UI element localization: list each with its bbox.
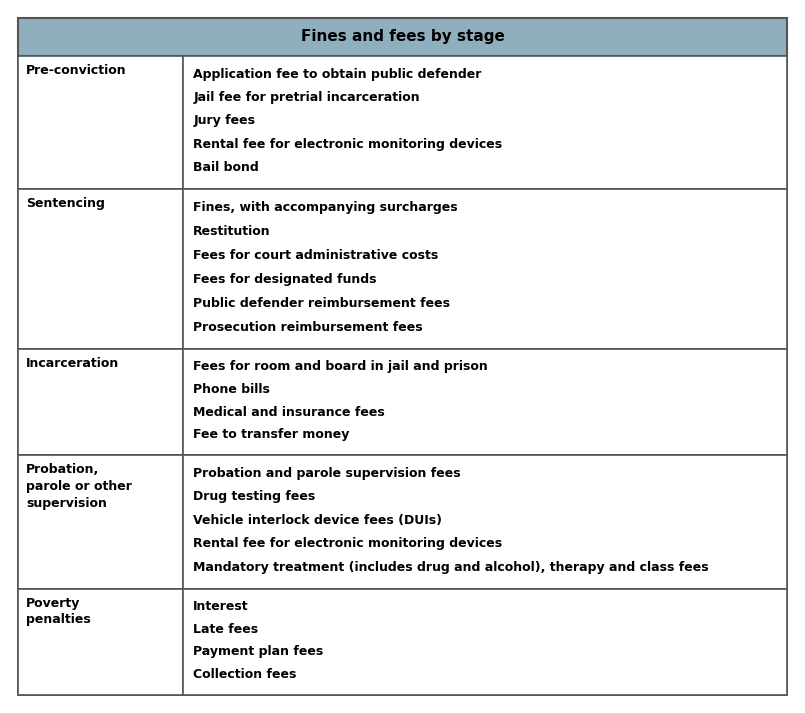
Text: Collection fees: Collection fees	[193, 668, 297, 681]
Bar	[184, 588, 787, 695]
Bar	[18, 588, 184, 695]
Text: Mandatory treatment (includes drug and alcohol), therapy and class fees: Mandatory treatment (includes drug and a…	[193, 560, 709, 573]
Bar	[18, 56, 787, 189]
Text: Application fee to obtain public defender: Application fee to obtain public defende…	[193, 68, 481, 81]
Text: Restitution: Restitution	[193, 225, 271, 237]
Text: Bail bond: Bail bond	[193, 161, 259, 174]
Bar	[18, 189, 184, 349]
Text: Vehicle interlock device fees (DUIs): Vehicle interlock device fees (DUIs)	[193, 514, 442, 527]
Bar	[18, 349, 184, 456]
Text: Fines, with accompanying surcharges: Fines, with accompanying surcharges	[193, 201, 458, 214]
Text: Rental fee for electronic monitoring devices: Rental fee for electronic monitoring dev…	[193, 537, 502, 550]
Text: Drug testing fees: Drug testing fees	[193, 491, 316, 503]
Bar	[18, 588, 787, 695]
Bar	[18, 349, 787, 456]
Text: Fines and fees by stage: Fines and fees by stage	[300, 29, 505, 44]
Bar	[184, 349, 787, 456]
Bar	[18, 189, 787, 349]
Text: Interest: Interest	[193, 600, 249, 613]
Text: Poverty
penalties: Poverty penalties	[26, 597, 91, 627]
Text: Fee to transfer money: Fee to transfer money	[193, 428, 349, 441]
Text: Phone bills: Phone bills	[193, 383, 270, 396]
Text: Late fees: Late fees	[193, 622, 258, 635]
Text: Incarceration: Incarceration	[26, 357, 119, 370]
Bar	[184, 456, 787, 588]
Text: Jury fees: Jury fees	[193, 114, 255, 128]
Text: Fees for room and board in jail and prison: Fees for room and board in jail and pris…	[193, 360, 488, 374]
Text: Rental fee for electronic monitoring devices: Rental fee for electronic monitoring dev…	[193, 138, 502, 150]
Text: Public defender reimbursement fees: Public defender reimbursement fees	[193, 297, 450, 309]
Text: Probation,
parole or other
supervision: Probation, parole or other supervision	[26, 463, 132, 511]
Bar	[18, 18, 787, 56]
Bar	[18, 456, 787, 588]
Text: Jail fee for pretrial incarceration: Jail fee for pretrial incarceration	[193, 91, 420, 104]
Bar	[18, 456, 184, 588]
Bar	[184, 56, 787, 189]
Text: Prosecution reimbursement fees: Prosecution reimbursement fees	[193, 321, 423, 334]
Text: Fees for court administrative costs: Fees for court administrative costs	[193, 249, 439, 262]
Text: Payment plan fees: Payment plan fees	[193, 645, 324, 658]
Bar	[18, 56, 184, 189]
Text: Probation and parole supervision fees: Probation and parole supervision fees	[193, 467, 461, 480]
Bar	[184, 189, 787, 349]
Text: Sentencing: Sentencing	[26, 197, 105, 210]
Text: Pre-conviction: Pre-conviction	[26, 64, 126, 77]
Text: Fees for designated funds: Fees for designated funds	[193, 272, 377, 286]
Text: Medical and insurance fees: Medical and insurance fees	[193, 406, 385, 419]
